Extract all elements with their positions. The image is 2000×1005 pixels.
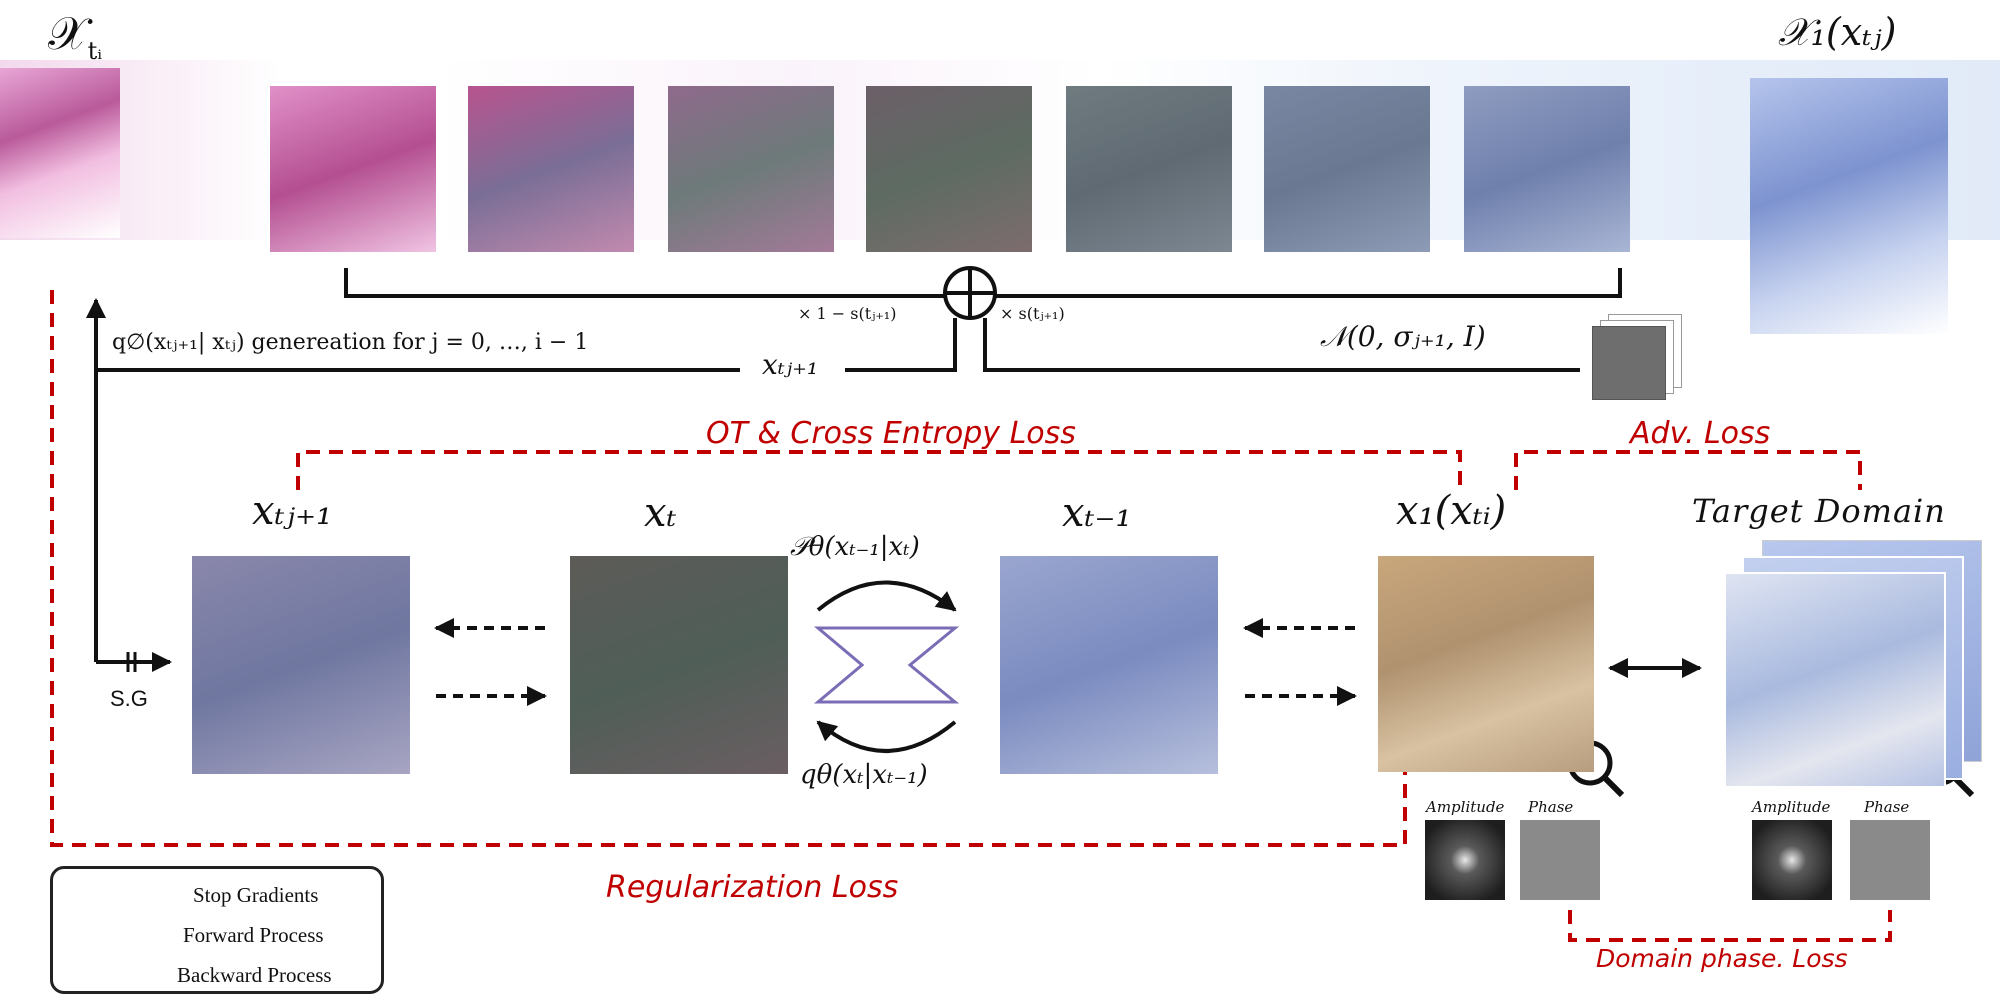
amplitude-spectrum-1 [1425,820,1505,900]
amplitude-label-2: Amplitude [1752,798,1831,816]
progress-tile-7 [1464,86,1630,252]
q-theta-label: qθ(xₜ|xₜ₋₁) [800,760,928,790]
legend-forward: Forward Process [183,923,324,947]
combine-bracket [344,268,948,298]
right-branch-line [983,318,1580,372]
reg-loss-dashed [50,290,1407,847]
progress-tile-4 [866,86,1032,252]
node-image-x-t [570,556,788,774]
progress-tile-3 [668,86,834,252]
node-label-x1: x₁(xₜᵢ) [1396,488,1507,534]
legend-backward: Backward Process [177,963,332,987]
node-label-x-t1: xₜ₋₁ [1062,490,1132,536]
p-theta-label: 𝒫θ(xₜ₋₁|xₜ) [790,532,920,562]
sg-label: S.G [110,686,148,711]
progress-tile-6 [1264,86,1430,252]
target-domain-image [1724,572,1946,788]
unet-shape [813,626,960,704]
progress-tile-5 [1066,86,1232,252]
ot-loss-dashed [296,450,1462,490]
q-generation-label: q∅(xₜⱼ₊₁| xₜⱼ) genereation for j = 0, …,… [112,330,589,355]
amplitude-label-1: Amplitude [1426,798,1505,816]
node-label-x-t: xₜ [644,490,677,536]
scale-left-label: × 1 − s(tⱼ₊₁) [798,304,897,323]
progress-tile-2 [468,86,634,252]
phase-spectrum-1 [1520,820,1600,900]
phase-spectrum-2 [1850,820,1930,900]
phase-loss-dashed [1568,910,1892,942]
legend-stop: Stop Gradients [193,883,319,907]
ot-loss-label: OT & Cross Entropy Loss [706,416,1076,451]
gaussian-label: 𝒩(0, σⱼ₊₁, I) [1320,320,1486,353]
amplitude-spectrum-2 [1752,820,1832,900]
gaussian-noise-tile [1592,326,1666,400]
left-branch-line [845,318,957,372]
progress-tile-1 [270,86,436,252]
phase-label-1: Phase [1528,798,1574,816]
scale-right-label: × s(tⱼ₊₁) [1000,304,1065,323]
phase-label-2: Phase [1864,798,1910,816]
target-top-label: 𝒳₁(xₜⱼ) [1778,10,1897,54]
reg-loss-label: Regularization Loss [606,870,899,905]
q-theta-arrow [816,720,957,753]
adv-loss-dashed [1514,450,1862,490]
p-theta-arrow [816,580,957,612]
combine-bracket-right [992,268,1622,298]
node-image-x-tj1 [192,556,410,774]
node-image-x1 [1378,556,1594,772]
legend-box: Stop Gradients Forward Process Backward … [50,866,384,994]
source-he-image [0,68,120,238]
source-label: 𝒳tᵢ [48,6,103,66]
x-tj1-arrow-label: xₜⱼ₊₁ [762,348,819,381]
adv-loss-label: Adv. Loss [1630,416,1771,451]
node-image-x-t1 [1000,556,1218,774]
target-ihc-image-top [1750,78,1948,334]
phase-loss-label: Domain phase. Loss [1596,944,1848,973]
target-domain-label: Target Domain [1692,492,1946,530]
node-label-x-tj1: xₜⱼ₊₁ [252,488,333,534]
